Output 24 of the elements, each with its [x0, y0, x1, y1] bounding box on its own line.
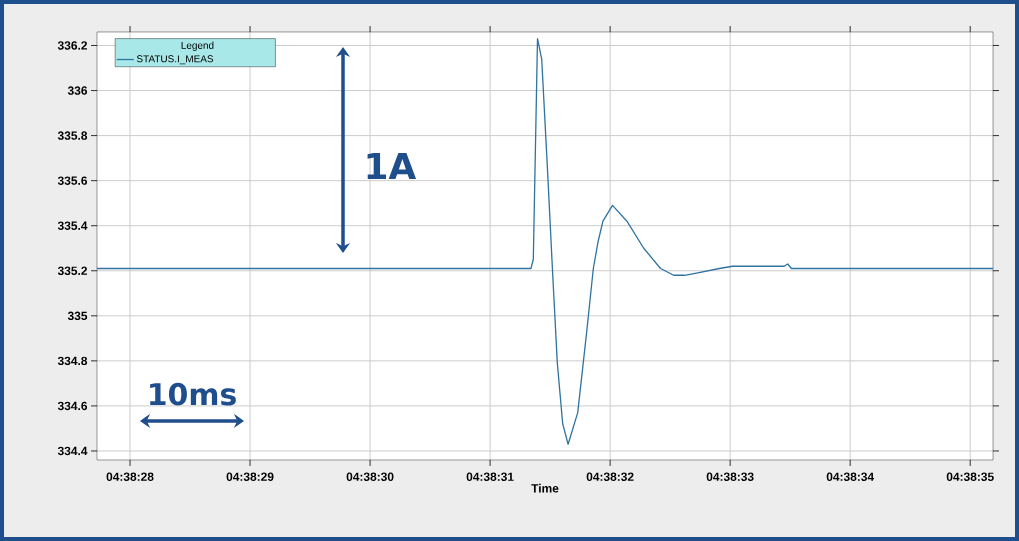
annotation: 10ms — [150, 382, 236, 406]
x-tick-label: 04:38:33 — [706, 472, 754, 481]
y-tick-label: 335 — [67, 311, 88, 321]
x-tick-label: 04:38:35 — [946, 472, 994, 481]
x-tick-label: 04:38:32 — [586, 472, 634, 481]
x-tick-label: 04:38:28 — [106, 472, 154, 481]
line-series — [97, 38, 994, 445]
y-tick-label: 334.8 — [57, 356, 88, 366]
y-tick-label: 334.6 — [57, 401, 88, 411]
x-tick-label: 04:38:30 — [346, 472, 394, 481]
x-axis-title: Time — [531, 483, 559, 493]
y-tick-label: 335.2 — [57, 266, 88, 276]
y-tick-label: 336.2 — [57, 41, 88, 50]
legend-label: STATUS.I_MEAS — [136, 55, 214, 65]
y-tick-label: 335.6 — [57, 176, 88, 185]
x-tick-label: 04:38:34 — [826, 472, 875, 481]
annotation: 1A — [367, 152, 417, 180]
y-tick-label: 334.4 — [57, 446, 88, 456]
y-tick-label: 336 — [67, 86, 88, 95]
legend-title: Legend — [181, 41, 214, 51]
x-tick-label: 04:38:31 — [466, 472, 514, 481]
y-tick-label: 335.8 — [57, 131, 88, 140]
x-tick-label: 04:38:29 — [226, 472, 274, 481]
y-tick-label: 335.4 — [57, 221, 88, 230]
